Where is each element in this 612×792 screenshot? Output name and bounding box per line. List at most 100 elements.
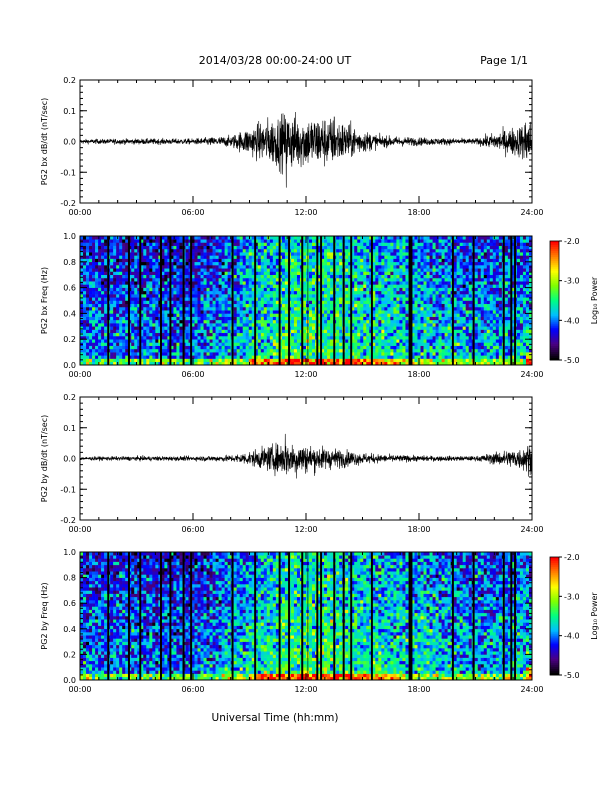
spectrogram-cell — [275, 329, 280, 334]
spectrogram-cell — [119, 355, 123, 359]
spectrogram-cell — [324, 323, 328, 327]
spectrogram-cell — [372, 355, 376, 359]
spectrogram-cell — [390, 303, 394, 308]
spectrogram-cell — [260, 300, 265, 305]
spectrogram-cell — [284, 245, 289, 250]
spectrogram-cell — [327, 303, 331, 308]
spectrogram-cell — [206, 281, 210, 285]
spectrogram-cell — [318, 335, 322, 340]
spectrogram-cell — [290, 287, 295, 292]
spectrogram-cell — [164, 345, 168, 350]
spectrogram-cell — [378, 313, 382, 317]
spectrogram-cell — [324, 342, 328, 346]
spectrogram-cell — [224, 277, 228, 282]
spectrogram-cell — [254, 281, 259, 285]
spectrogram-cell — [152, 252, 156, 256]
spectrogram-cell — [330, 277, 334, 282]
spectrogram-cell — [420, 358, 424, 363]
spectrogram-cell — [173, 252, 177, 256]
spectrogram-cell — [405, 342, 409, 346]
spectrogram-cell — [197, 348, 201, 353]
spectrogram-cell — [263, 339, 268, 343]
spectrogram-cell — [227, 319, 231, 324]
spectrogram-cell — [161, 326, 165, 330]
spectrogram-cell — [131, 284, 135, 288]
spectrogram-cell — [194, 345, 198, 350]
spectrogram-cell — [176, 323, 180, 327]
spectrogram-cell — [312, 316, 316, 321]
spectrogram-cell — [218, 242, 222, 246]
spectrogram-cell — [179, 294, 183, 298]
spectrogram-cell — [155, 329, 159, 334]
spectrogram-cell — [89, 271, 93, 275]
spectrogram-cell — [110, 248, 114, 253]
spectrogram-cell — [110, 323, 114, 327]
spectrogram-cell — [167, 329, 171, 334]
spectrogram-cell — [113, 329, 117, 334]
spectrogram-cell — [414, 252, 418, 256]
spectrogram-cell — [80, 258, 84, 263]
spectrogram-cell — [360, 326, 364, 330]
spectrogram-cell — [348, 268, 352, 272]
spectrogram-cell — [122, 358, 126, 363]
y-tick-label: 0.0 — [63, 138, 76, 147]
spectrogram-cell — [101, 297, 105, 301]
spectrogram-cell — [116, 335, 120, 340]
spectrogram-cell — [324, 252, 328, 256]
spectrogram-cell — [179, 358, 183, 363]
spectrogram-cell — [296, 265, 301, 269]
spectrogram-cell — [339, 329, 343, 334]
spectrogram-cell — [423, 348, 427, 353]
spectrogram-cell — [417, 306, 421, 311]
spectrogram-cell — [233, 294, 237, 298]
spectrogram-cell — [215, 335, 219, 340]
spectrogram-cell — [444, 348, 448, 353]
spectrogram-cell — [212, 319, 216, 324]
spectrogram-cell — [348, 316, 352, 321]
spectrogram-cell — [420, 248, 424, 253]
spectrogram-cell — [275, 313, 280, 317]
spectrogram-cell — [245, 323, 250, 327]
spectrogram-cell — [104, 316, 108, 321]
spectrogram-cell — [179, 258, 183, 263]
spectrogram-cell — [251, 352, 256, 356]
spectrogram-cell — [170, 319, 174, 324]
spectrogram-cell — [146, 274, 150, 279]
spectrogram-cell — [390, 252, 394, 256]
spectrogram-cell — [360, 316, 364, 321]
spectrogram-cell — [411, 265, 415, 269]
spectrogram-cell — [363, 294, 367, 298]
spectrogram-cell — [330, 245, 334, 250]
spectrogram-cell — [122, 287, 126, 292]
spectrogram-cell — [321, 348, 325, 353]
spectrogram-cell — [441, 281, 445, 285]
spectrogram-cell — [149, 310, 153, 314]
spectrogram-cell — [80, 329, 84, 334]
spectrogram-cell — [417, 248, 421, 253]
spectrogram-cell — [191, 255, 195, 259]
spectrogram-cell — [206, 258, 210, 263]
spectrogram-cell — [293, 352, 298, 356]
spectrogram-cell — [245, 245, 250, 250]
spectrogram-cell — [375, 310, 379, 314]
spectrogram-cell — [194, 265, 198, 269]
spectrogram-cell — [417, 258, 421, 263]
spectrogram-cell — [290, 358, 295, 363]
spectrogram-cell — [296, 361, 301, 366]
spectrogram-cell — [405, 316, 409, 321]
spectrogram-cell — [92, 242, 96, 246]
spectrogram-cell — [327, 268, 331, 272]
spectrogram-cell — [176, 300, 180, 305]
spectrogram-cell — [173, 323, 177, 327]
spectrogram-cell — [221, 352, 225, 356]
spectrogram-cell — [357, 348, 361, 353]
spectrogram-cell — [185, 306, 189, 311]
spectrogram-cell — [212, 310, 216, 314]
spectrogram-cell — [309, 284, 313, 288]
spectrogram-cell — [164, 245, 168, 250]
spectrogram-cell — [146, 342, 150, 346]
spectrogram-cell — [324, 310, 328, 314]
spectrogram-cell — [170, 342, 174, 346]
spectrogram-cell — [92, 316, 96, 321]
spectrogram-cell — [441, 236, 445, 240]
